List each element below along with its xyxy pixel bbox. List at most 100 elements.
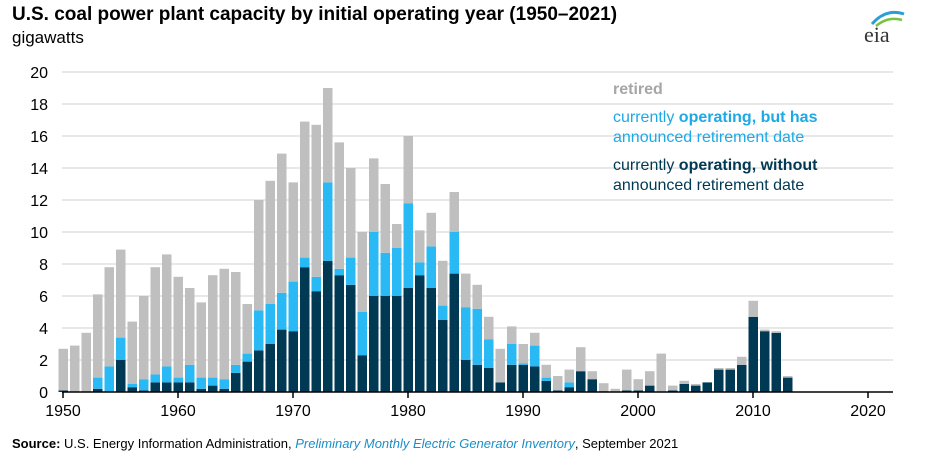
bar-operating-without-date — [679, 384, 689, 392]
bar-operating-without-date — [426, 288, 436, 392]
x-tick-label: 2000 — [620, 403, 656, 420]
bar-retired — [783, 376, 793, 378]
bar-operating-without-date — [702, 382, 712, 392]
bar-retired — [300, 121, 310, 258]
bar-operating-with-date — [472, 308, 482, 365]
bar-retired — [622, 369, 632, 391]
bar-operating-without-date — [484, 368, 494, 392]
bar-operating-without-date — [380, 296, 390, 392]
bar-retired — [507, 326, 517, 344]
bar-operating-without-date — [173, 382, 183, 392]
source-link[interactable]: Preliminary Monthly Electric Generator I… — [295, 436, 575, 451]
legend-text-bold: operating, but has — [678, 109, 818, 126]
bar-retired — [219, 268, 229, 380]
bar-operating-without-date — [369, 296, 379, 392]
legend-without-date: currently operating, without announced r… — [613, 156, 817, 196]
svg-text:eia: eia — [864, 22, 890, 46]
bar-operating-without-date — [668, 390, 678, 392]
bar-operating-with-date — [311, 276, 321, 292]
bar-operating-with-date — [208, 377, 218, 386]
bar-operating-without-date — [58, 390, 68, 392]
bar-operating-without-date — [449, 273, 459, 392]
y-tick-label: 2 — [39, 353, 48, 370]
bar-operating-with-date — [300, 257, 310, 268]
bar-operating-without-date — [139, 390, 149, 392]
bar-operating-without-date — [507, 364, 517, 392]
bar-retired — [208, 275, 218, 378]
bar-retired — [737, 356, 747, 365]
bar-operating-without-date — [93, 388, 103, 392]
bar-operating-without-date — [208, 385, 218, 392]
bar-operating-with-date — [104, 366, 114, 392]
bar-operating-without-date — [541, 380, 551, 392]
bar-operating-without-date — [518, 364, 528, 392]
x-tick-label: 1980 — [390, 403, 426, 420]
bar-operating-with-date — [139, 379, 149, 391]
bar-retired — [323, 88, 333, 183]
bar-retired — [231, 272, 241, 365]
bar-retired — [311, 124, 321, 277]
bar-operating-with-date — [461, 307, 471, 360]
bar-operating-without-date — [725, 369, 735, 392]
bar-retired — [93, 294, 103, 378]
legend-text: currently — [613, 157, 679, 174]
bar-retired — [415, 230, 425, 263]
y-tick-label: 8 — [39, 257, 48, 274]
bar-operating-with-date — [541, 377, 551, 381]
bar-operating-without-date — [288, 331, 298, 392]
bar-operating-with-date — [150, 374, 160, 383]
bar-retired — [461, 273, 471, 308]
bar-operating-without-date — [622, 390, 632, 392]
bar-operating-without-date — [714, 369, 724, 392]
bar-operating-with-date — [403, 203, 413, 288]
y-tick-label: 4 — [39, 321, 48, 338]
bar-operating-with-date — [196, 377, 206, 389]
bar-operating-without-date — [748, 316, 758, 392]
bar-operating-without-date — [150, 382, 160, 392]
bar-operating-without-date — [645, 385, 655, 392]
bar-retired — [564, 369, 574, 383]
legend-text: announced retirement date — [613, 177, 805, 194]
bar-retired — [760, 329, 770, 332]
bar-operating-without-date — [530, 366, 540, 392]
bar-operating-without-date — [576, 371, 586, 392]
bar-retired — [173, 276, 183, 378]
bar-operating-without-date — [495, 382, 505, 392]
bar-retired — [438, 260, 448, 306]
eia-logo: eia — [864, 10, 905, 46]
bar-operating-with-date — [265, 304, 275, 344]
bar-retired — [185, 288, 195, 365]
bar-operating-without-date — [127, 387, 137, 392]
legend-text: announced retirement date — [613, 129, 805, 146]
bar-retired — [254, 200, 264, 311]
bar-operating-with-date — [323, 182, 333, 261]
bar-operating-with-date — [346, 257, 356, 285]
bar-operating-with-date — [357, 312, 367, 356]
bar-retired — [58, 348, 68, 391]
bar-retired — [104, 267, 114, 367]
y-tick-label: 12 — [30, 193, 48, 210]
bar-operating-without-date — [461, 360, 471, 392]
bar-operating-without-date — [311, 291, 321, 392]
bar-retired — [656, 353, 666, 392]
source-text: , September 2021 — [574, 436, 679, 451]
bar-retired — [392, 224, 402, 248]
bar-retired — [196, 302, 206, 378]
bar-operating-without-date — [162, 382, 172, 392]
bar-retired — [116, 249, 126, 338]
bar-retired — [242, 304, 252, 354]
bar-operating-with-date — [127, 384, 137, 388]
bar-operating-with-date — [449, 232, 459, 274]
x-tick-label: 1970 — [275, 403, 311, 420]
bar-operating-without-date — [185, 382, 195, 392]
bar-operating-without-date — [415, 275, 425, 392]
bar-operating-without-date — [254, 350, 264, 392]
bar-retired — [771, 331, 781, 333]
bar-retired — [426, 212, 436, 247]
bar-operating-with-date — [242, 353, 252, 362]
bar-operating-without-date — [196, 388, 206, 392]
bar-retired — [495, 348, 505, 383]
bar-retired — [369, 158, 379, 232]
